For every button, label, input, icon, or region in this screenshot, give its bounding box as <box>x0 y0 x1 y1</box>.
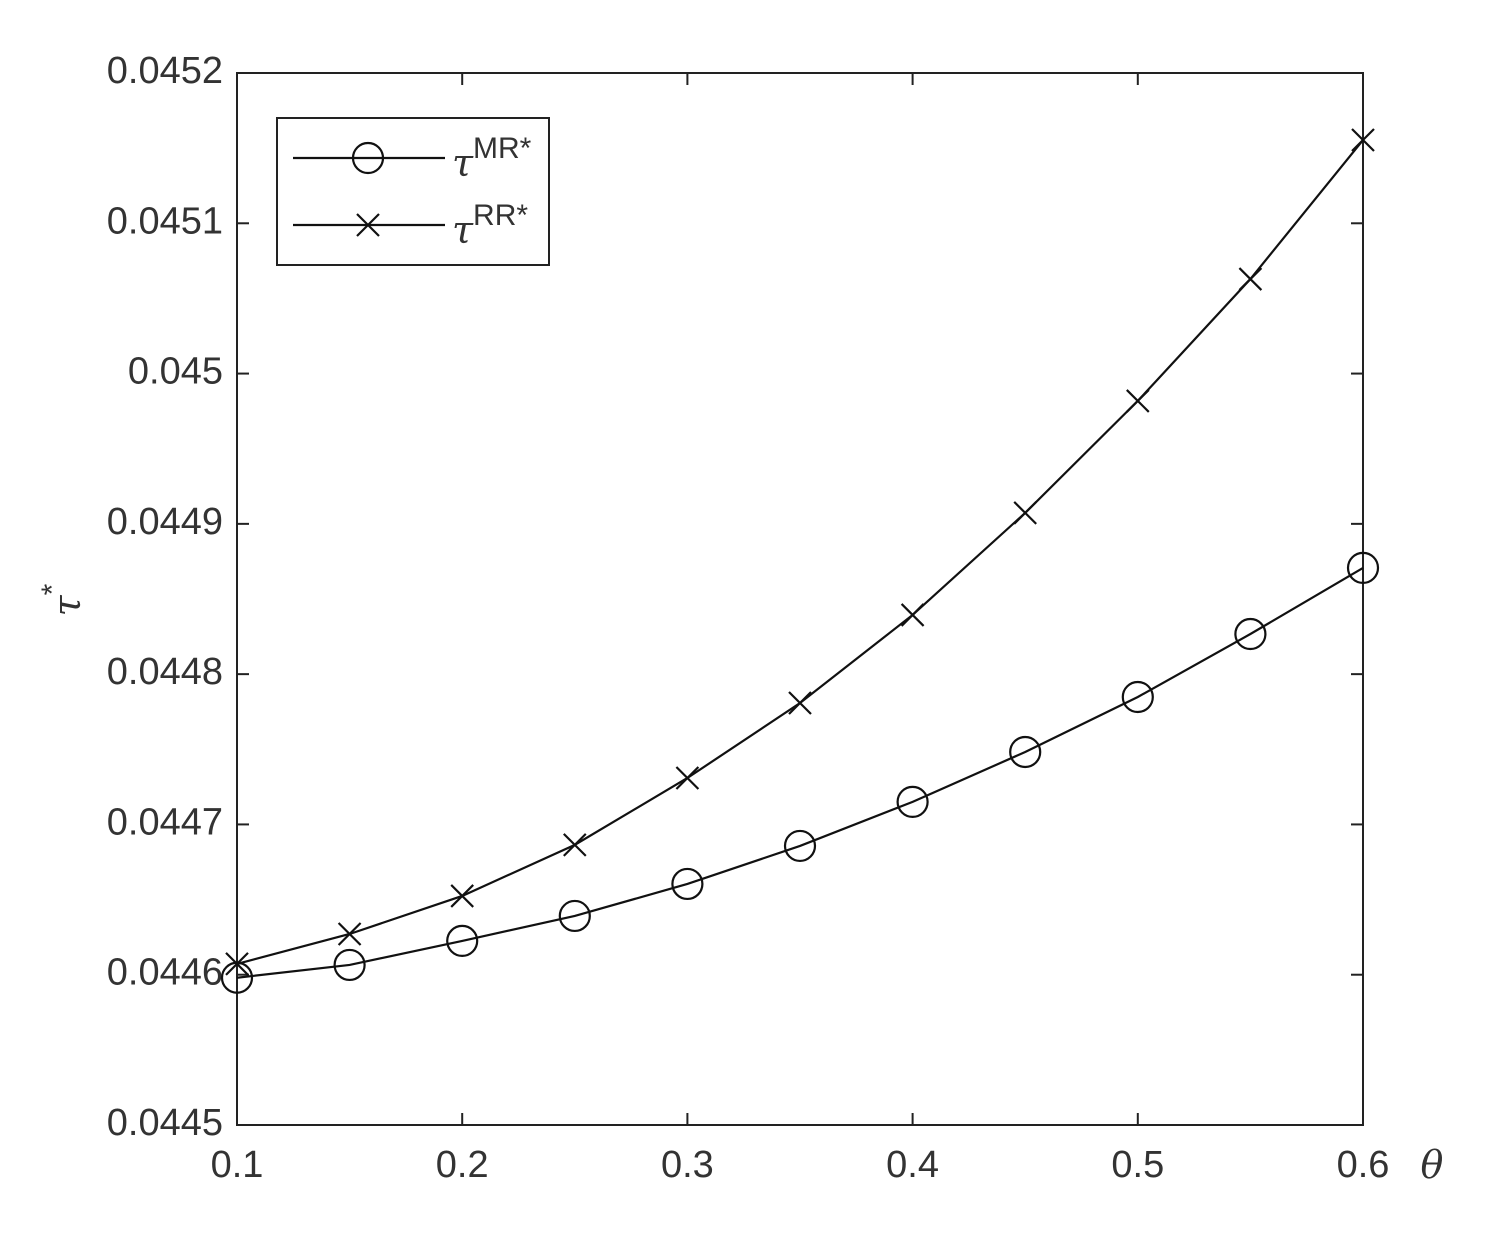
legend-label: τMR* <box>452 132 532 185</box>
y-tick-label: 0.0447 <box>107 801 223 843</box>
marker <box>563 833 587 857</box>
x-tick-label: 0.1 <box>211 1144 264 1186</box>
marker <box>675 766 700 790</box>
marker <box>1351 128 1375 152</box>
marker <box>1238 267 1263 291</box>
x-axis-label: θ <box>1421 1143 1444 1187</box>
y-tick-label: 0.0446 <box>107 952 223 994</box>
line <box>236 566 1364 979</box>
marker <box>1234 617 1267 651</box>
x-tick-label: 0.6 <box>1337 1144 1390 1186</box>
marker <box>1126 389 1150 413</box>
y-tick-label: 0.0449 <box>107 501 223 543</box>
y-tick-label: 0.0452 <box>107 50 223 92</box>
marker <box>333 948 366 982</box>
legend-box <box>276 117 550 266</box>
y-tick-label: 0.0448 <box>107 651 223 693</box>
x-tick-label: 0.3 <box>661 1144 714 1186</box>
marker <box>783 829 817 863</box>
y-tick-label: 0.0451 <box>107 200 223 242</box>
marker <box>1121 680 1154 714</box>
legend-label: τRR* <box>452 199 528 252</box>
marker <box>558 899 591 933</box>
marker <box>1013 501 1037 525</box>
marker <box>896 785 929 818</box>
marker <box>450 884 474 908</box>
marker <box>1346 551 1380 584</box>
x-tick-label: 0.5 <box>1111 1144 1164 1186</box>
marker <box>446 924 479 958</box>
marker <box>337 922 362 946</box>
y-tick-label: 0.045 <box>128 351 223 393</box>
x-tick-label: 0.4 <box>886 1144 939 1186</box>
marker <box>671 867 704 901</box>
plot-frame <box>236 72 1364 1126</box>
y-axis-label: τ* <box>36 583 89 616</box>
marker <box>225 952 249 976</box>
marker <box>1009 735 1042 769</box>
legend-marker <box>356 213 380 237</box>
marker <box>900 603 925 627</box>
marker <box>788 691 812 715</box>
x-tick-label: 0.2 <box>436 1144 489 1186</box>
y-tick-label: 0.0445 <box>107 1102 223 1144</box>
legend-marker <box>351 141 385 175</box>
